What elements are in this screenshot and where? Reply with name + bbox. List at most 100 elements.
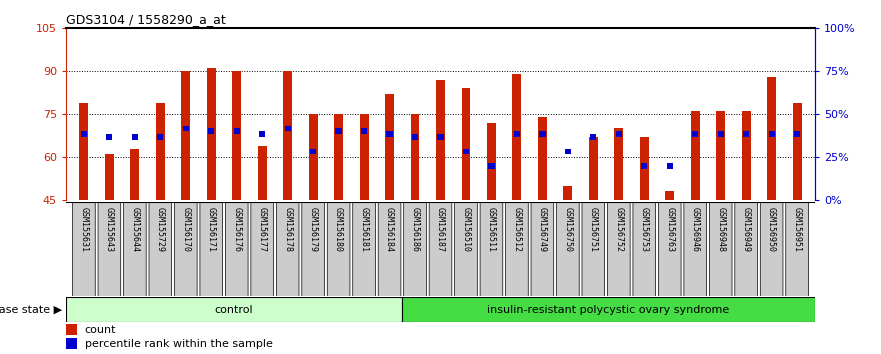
FancyBboxPatch shape [582,200,604,297]
Text: GSM156750: GSM156750 [563,207,573,252]
Bar [539,131,545,137]
Text: GSM155729: GSM155729 [156,207,165,252]
Bar [513,74,522,200]
Bar [156,103,165,200]
FancyBboxPatch shape [149,200,172,297]
Text: GSM156749: GSM156749 [538,207,547,252]
Bar [181,71,190,200]
Bar [385,94,394,200]
Bar [411,114,419,200]
Bar [590,134,596,140]
Text: control: control [215,305,253,315]
Bar [79,103,88,200]
Text: GSM156184: GSM156184 [385,207,394,252]
Bar [105,154,114,200]
Text: GSM156511: GSM156511 [487,207,496,252]
Bar [716,111,725,200]
Text: GSM156181: GSM156181 [359,207,368,252]
Bar [359,114,368,200]
Bar [437,134,444,140]
Bar [565,149,571,154]
Bar [258,145,267,200]
FancyBboxPatch shape [72,200,95,297]
FancyBboxPatch shape [277,200,299,297]
Bar [794,131,800,137]
Bar [233,71,241,200]
Text: GSM156170: GSM156170 [181,207,190,252]
Bar [717,131,724,137]
Bar [66,297,402,322]
Bar [402,297,815,322]
FancyBboxPatch shape [378,200,401,297]
Bar [691,111,700,200]
Bar [285,126,291,131]
Text: count: count [85,325,116,335]
Text: GSM156751: GSM156751 [589,207,598,252]
FancyBboxPatch shape [608,200,630,297]
FancyBboxPatch shape [455,200,478,297]
Text: GSM156752: GSM156752 [614,207,623,252]
FancyBboxPatch shape [633,200,655,297]
FancyBboxPatch shape [760,200,783,297]
Bar [665,192,674,200]
Text: GSM156753: GSM156753 [640,207,648,252]
Text: GSM156948: GSM156948 [716,207,725,252]
FancyBboxPatch shape [403,200,426,297]
Bar [793,103,802,200]
Bar [641,163,648,169]
Text: GSM156179: GSM156179 [308,207,318,252]
Text: GSM156187: GSM156187 [436,207,445,252]
Bar [233,129,240,134]
Text: disease state ▶: disease state ▶ [0,305,62,315]
FancyBboxPatch shape [200,200,223,297]
Bar [207,68,216,200]
Text: GSM156171: GSM156171 [207,207,216,252]
Text: GDS3104 / 1558290_a_at: GDS3104 / 1558290_a_at [66,13,226,26]
Bar [308,114,318,200]
Bar [614,129,623,200]
FancyBboxPatch shape [429,200,452,297]
Bar [412,134,418,140]
Bar [66,338,78,349]
Bar [742,111,751,200]
Text: GSM155644: GSM155644 [130,207,139,252]
FancyBboxPatch shape [557,200,579,297]
Bar [768,131,774,137]
Bar [361,129,367,134]
FancyBboxPatch shape [174,200,197,297]
Bar [130,149,139,200]
Bar [81,131,87,137]
Bar [589,137,598,200]
Text: GSM156178: GSM156178 [283,207,292,252]
Text: GSM156186: GSM156186 [411,207,419,252]
Bar [692,131,699,137]
FancyBboxPatch shape [531,200,554,297]
FancyBboxPatch shape [684,200,707,297]
Bar [514,131,520,137]
FancyBboxPatch shape [709,200,732,297]
Bar [259,131,265,137]
FancyBboxPatch shape [302,200,324,297]
Bar [487,123,496,200]
Bar [616,131,622,137]
FancyBboxPatch shape [735,200,758,297]
Bar [132,134,138,140]
Text: percentile rank within the sample: percentile rank within the sample [85,339,273,349]
Text: GSM155631: GSM155631 [79,207,88,252]
Text: GSM156951: GSM156951 [793,207,802,252]
FancyBboxPatch shape [226,200,248,297]
Bar [66,324,78,335]
Bar [563,186,573,200]
Bar [387,131,393,137]
Text: GSM156177: GSM156177 [258,207,267,252]
Bar [107,134,113,140]
Text: insulin-resistant polycystic ovary syndrome: insulin-resistant polycystic ovary syndr… [487,305,729,315]
FancyBboxPatch shape [506,200,529,297]
FancyBboxPatch shape [98,200,121,297]
Bar [182,126,189,131]
Bar [336,129,342,134]
Bar [208,129,214,134]
Text: GSM156950: GSM156950 [767,207,776,252]
Bar [463,149,469,154]
Bar [283,71,292,200]
